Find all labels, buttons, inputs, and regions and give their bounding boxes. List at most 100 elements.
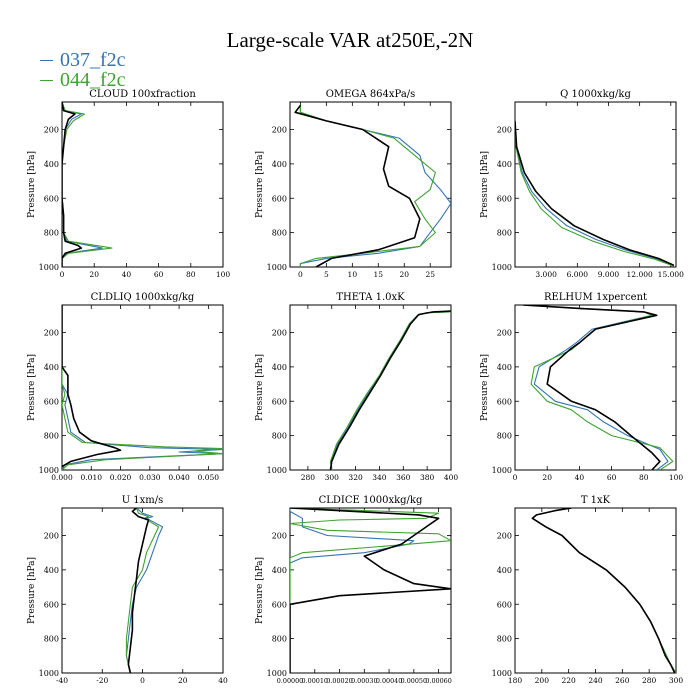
x-tick-label: 220	[562, 676, 577, 685]
plot-frame	[61, 304, 224, 471]
y-axis-label: Pressure [hPa]	[255, 151, 265, 218]
x-tick-label: 20	[542, 473, 552, 482]
panel-title: OMEGA 864xPa/s	[326, 89, 416, 100]
y-tick-label: 1000	[39, 263, 59, 272]
y-tick-label: 600	[272, 194, 287, 203]
x-tick-label: 15	[374, 270, 384, 279]
x-tick-label: 240	[588, 676, 603, 685]
x-tick-label: -40	[56, 676, 68, 685]
y-axis-label: Pressure [hPa]	[27, 557, 37, 624]
panel-title: Q 1000xkg/kg	[560, 89, 631, 100]
x-tick-label: 60	[154, 270, 164, 279]
series-line-black	[531, 508, 676, 673]
plot-frame	[289, 101, 452, 268]
panel-4: CLDLIQ 1000xkg/kg Pressure [hPa] 200 400 600…	[27, 292, 224, 482]
series-line-037_f2c	[125, 508, 164, 673]
y-tick-label: 1000	[492, 669, 512, 678]
plot-frame	[514, 507, 677, 674]
y-tick-label: 800	[272, 635, 287, 644]
x-tick-label: 100	[216, 270, 231, 279]
y-axis-label: Pressure [hPa]	[27, 151, 37, 218]
x-tick-label: 5	[324, 270, 329, 279]
x-tick-label: 0	[140, 676, 145, 685]
y-tick-label: 200	[44, 126, 59, 135]
x-tick-label: 25	[425, 270, 435, 279]
legend-label-044: 044_f2c	[60, 69, 126, 91]
x-tick-label: 0.020	[110, 473, 132, 482]
series-line-black	[522, 305, 661, 470]
panel-8: CLDICE 1000xkg/kg Pressure [hPa] 200 400 600…	[255, 495, 452, 685]
y-tick-label: 200	[272, 329, 287, 338]
y-tick-label: 1000	[267, 263, 287, 272]
x-tick-label: 280	[642, 676, 657, 685]
panel-title: CLDICE 1000xkg/kg	[319, 495, 423, 506]
plot-frame	[514, 101, 677, 268]
panel-title: RELHUM 1xpercent	[544, 292, 647, 303]
x-tick-label: 0.00000	[277, 677, 303, 685]
y-tick-label: 400	[272, 566, 287, 575]
x-tick-label: 300	[325, 473, 340, 482]
y-tick-label: 200	[497, 329, 512, 338]
y-tick-label: 400	[44, 566, 59, 575]
y-tick-label: 200	[497, 126, 512, 135]
series-line-044_f2c	[125, 508, 160, 673]
plot-frame	[289, 304, 452, 471]
y-tick-label: 400	[44, 160, 59, 169]
y-tick-label: 200	[44, 329, 59, 338]
y-tick-label: 200	[272, 126, 287, 135]
series-line-037_f2c	[299, 105, 451, 267]
y-tick-label: 200	[497, 532, 512, 541]
x-tick-label: 0.00040	[376, 677, 402, 685]
x-tick-label: 0	[513, 473, 518, 482]
plot-frame	[61, 507, 224, 674]
legend-swatch-037	[40, 60, 53, 61]
series-line-044_f2c	[290, 508, 451, 673]
x-tick-label: 6.000	[567, 270, 589, 279]
plot-frame	[61, 101, 224, 268]
x-tick-label: 20	[399, 270, 409, 279]
y-tick-label: 800	[44, 229, 59, 238]
y-tick-label: 600	[497, 397, 512, 406]
y-axis-label: Pressure [hPa]	[255, 354, 265, 421]
y-tick-label: 1000	[492, 263, 512, 272]
y-tick-label: 800	[272, 432, 287, 441]
series-line-044_f2c	[515, 120, 675, 267]
x-tick-label: 280	[301, 473, 316, 482]
series-line-037_f2c	[62, 305, 223, 470]
x-tick-label: 180	[508, 676, 523, 685]
y-tick-label: 200	[272, 532, 287, 541]
x-tick-label: 200	[535, 676, 550, 685]
x-tick-label: 20	[178, 676, 188, 685]
x-tick-label: 9.000	[598, 270, 620, 279]
x-tick-label: 3.000	[535, 270, 557, 279]
series-line-044_f2c	[329, 311, 450, 470]
y-tick-label: 800	[44, 635, 59, 644]
panel-title: U 1xm/s	[122, 495, 164, 506]
x-tick-label: 12.000	[627, 270, 653, 279]
x-tick-label: 260	[615, 676, 630, 685]
x-tick-label: 0	[298, 270, 303, 279]
x-tick-label: 360	[396, 473, 411, 482]
y-axis-label: Pressure [hPa]	[255, 557, 265, 624]
legend-label-037: 037_f2c	[60, 49, 126, 71]
y-tick-label: 1000	[39, 466, 59, 475]
figure-title: Large-scale VAR at250E,-2N	[226, 28, 474, 52]
x-tick-label: 0.040	[168, 473, 190, 482]
y-tick-label: 1000	[39, 669, 59, 678]
panel-title: CLDLIQ 1000xkg/kg	[91, 292, 195, 303]
y-tick-label: 600	[272, 397, 287, 406]
series-line-037_f2c	[290, 508, 415, 673]
y-tick-label: 400	[497, 566, 512, 575]
series-line-037_f2c	[531, 508, 676, 673]
series-line-black	[515, 120, 675, 267]
y-tick-label: 600	[44, 600, 59, 609]
y-tick-label: 800	[272, 229, 287, 238]
x-tick-label: 80	[186, 270, 196, 279]
y-tick-label: 200	[44, 532, 59, 541]
x-tick-label: 380	[420, 473, 435, 482]
series-line-037_f2c	[329, 311, 450, 470]
